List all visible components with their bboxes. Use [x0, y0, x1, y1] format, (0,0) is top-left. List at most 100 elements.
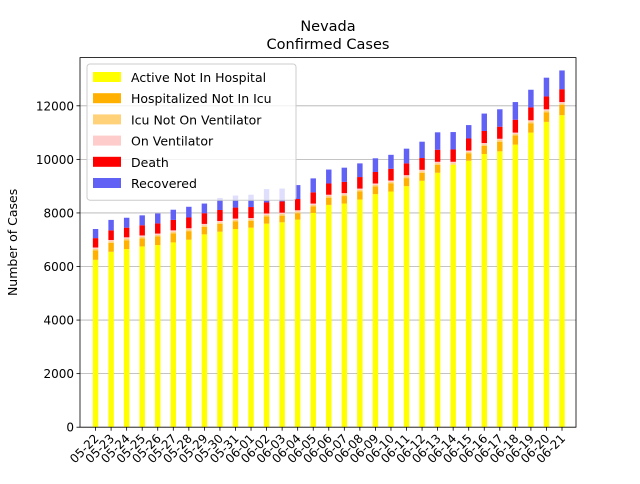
bar-active-not-in-hospital [403, 186, 410, 428]
bar-recovered [92, 229, 99, 239]
bar-death [528, 107, 534, 121]
bar-hospitalized-not-in-icu [248, 220, 254, 228]
bar-icu-not-on-ventilator [92, 248, 99, 251]
bar-active-not-in-hospital [170, 242, 177, 428]
y-tick-label: 4000 [43, 314, 74, 328]
bar-active-not-in-hospital [263, 223, 270, 428]
bar-icu-not-on-ventilator [497, 140, 503, 142]
bar-death [248, 207, 254, 219]
bar-hospitalized-not-in-icu [559, 105, 565, 116]
bar-active-not-in-hospital [248, 227, 254, 428]
legend-swatch [93, 114, 121, 125]
bar-active-not-in-hospital [465, 160, 472, 428]
bar-hospitalized-not-in-icu [279, 215, 285, 223]
bar-hospitalized-not-in-icu [341, 196, 348, 204]
bar-hospitalized-not-in-icu [481, 145, 487, 155]
bar-death [326, 183, 332, 195]
bar-active-not-in-hospital [310, 212, 316, 428]
bar-recovered [419, 141, 425, 159]
bar-on-ventilator [543, 109, 550, 111]
bar-on-ventilator [217, 220, 223, 223]
y-tick-label: 12000 [36, 99, 74, 113]
bar-on-ventilator [232, 218, 239, 220]
bar-death [497, 126, 503, 139]
bar-recovered [543, 77, 550, 97]
bar-active-not-in-hospital [92, 259, 99, 428]
bar-recovered [341, 167, 348, 182]
bar-icu-not-on-ventilator [170, 231, 177, 234]
bar-icu-not-on-ventilator [434, 163, 441, 165]
bar-death [217, 209, 223, 221]
bar-icu-not-on-ventilator [232, 219, 239, 222]
bar-recovered [434, 132, 441, 150]
bar-icu-not-on-ventilator [372, 184, 379, 187]
bar-icu-not-on-ventilator [310, 204, 316, 207]
bar-on-ventilator [388, 180, 394, 182]
bar-icu-not-on-ventilator [139, 236, 145, 239]
bar-on-ventilator [372, 183, 379, 185]
bar-recovered [248, 194, 254, 208]
bar-active-not-in-hospital [108, 251, 114, 428]
bar-active-not-in-hospital [528, 132, 534, 428]
bar-icu-not-on-ventilator [528, 121, 534, 124]
bar-on-ventilator [341, 193, 348, 195]
bar-recovered [559, 70, 565, 90]
bar-recovered [403, 148, 410, 164]
bar-icu-not-on-ventilator [186, 229, 192, 232]
bar-icu-not-on-ventilator [294, 211, 301, 214]
legend-label: On Ventilator [131, 134, 214, 149]
bar-death [139, 225, 145, 236]
bar-death [481, 130, 487, 144]
legend-box [86, 63, 297, 201]
bar-hospitalized-not-in-icu [357, 191, 363, 200]
bar-active-not-in-hospital [543, 121, 550, 428]
bar-icu-not-on-ventilator [559, 103, 565, 106]
bar-on-ventilator [139, 235, 145, 237]
bar-recovered [372, 158, 379, 172]
bar-hospitalized-not-in-icu [294, 213, 301, 220]
bar-on-ventilator [465, 150, 472, 152]
bar-recovered [186, 206, 192, 218]
bar-recovered [217, 197, 223, 210]
bar-death [170, 219, 177, 231]
bar-death [310, 192, 316, 204]
bar-on-ventilator [155, 233, 161, 235]
bar-on-ventilator [481, 143, 487, 145]
bar-recovered [201, 203, 208, 214]
bar-recovered [481, 113, 487, 131]
bar-icu-not-on-ventilator [108, 241, 114, 243]
bar-active-not-in-hospital [450, 164, 456, 428]
bar-on-ventilator [92, 247, 99, 249]
bar-on-ventilator [497, 138, 503, 141]
bar-on-ventilator [419, 169, 425, 172]
bar-on-ventilator [263, 213, 270, 215]
bar-on-ventilator [310, 203, 316, 205]
bar-icu-not-on-ventilator [403, 176, 410, 179]
chart-title: Nevada [300, 19, 355, 35]
bar-active-not-in-hospital [388, 191, 394, 428]
bar-on-ventilator [512, 132, 519, 134]
bar-on-ventilator [170, 230, 177, 232]
bar-recovered [388, 154, 394, 169]
bar-death [279, 201, 285, 213]
bar-death [155, 223, 161, 234]
y-tick-label: 0 [66, 421, 74, 435]
legend-label: Death [131, 155, 169, 170]
legend-swatch [93, 135, 121, 146]
legend-swatch [93, 156, 121, 167]
bar-active-not-in-hospital [139, 246, 145, 428]
bar-hospitalized-not-in-icu [108, 242, 114, 252]
y-tick-label: 8000 [43, 206, 74, 220]
bar-death [263, 202, 270, 214]
bar-on-ventilator [434, 161, 441, 164]
bar-death [403, 163, 410, 176]
bar-death [108, 230, 114, 240]
legend-label: Recovered [131, 176, 197, 191]
bar-active-not-in-hospital [434, 172, 441, 428]
bar-hospitalized-not-in-icu [139, 238, 145, 247]
bar-on-ventilator [559, 102, 565, 104]
bar-hospitalized-not-in-icu [201, 226, 208, 235]
bar-on-ventilator [201, 223, 208, 226]
